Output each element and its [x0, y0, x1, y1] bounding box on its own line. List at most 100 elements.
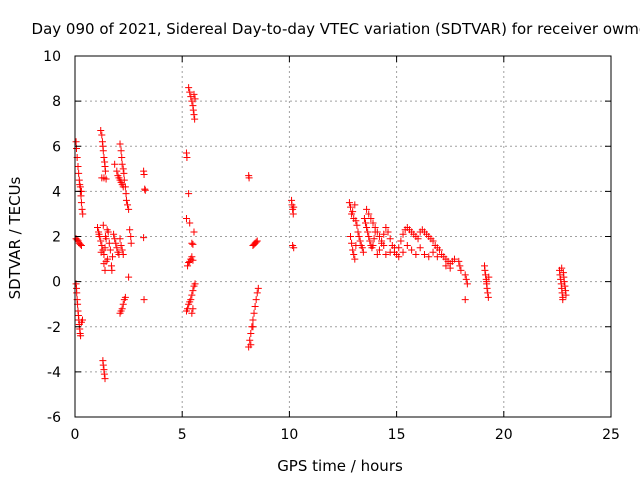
data-point — [363, 205, 371, 213]
data-point — [124, 201, 132, 209]
data-point — [97, 126, 105, 134]
x-tick-label: 0 — [71, 427, 80, 443]
data-point — [76, 240, 84, 248]
data-point — [190, 228, 198, 236]
data-point — [252, 238, 260, 246]
data-point — [462, 275, 470, 283]
data-point — [118, 246, 126, 254]
data-points — [72, 84, 570, 383]
data-point — [350, 251, 358, 259]
data-point — [189, 240, 197, 248]
data-point — [254, 284, 262, 292]
data-point — [189, 287, 197, 295]
data-point — [352, 217, 360, 225]
data-point — [358, 244, 366, 252]
data-point — [141, 186, 149, 194]
data-point — [378, 239, 386, 247]
y-tick-label: 6 — [52, 139, 61, 155]
x-tick-label: 25 — [602, 427, 620, 443]
data-point — [105, 239, 113, 247]
data-point — [117, 147, 125, 155]
data-point — [360, 214, 368, 222]
data-point — [481, 266, 489, 274]
data-point — [109, 253, 117, 261]
data-point — [348, 239, 356, 247]
data-point — [246, 336, 254, 344]
data-point — [247, 341, 255, 349]
data-point — [245, 174, 253, 182]
data-point — [79, 316, 87, 324]
data-point — [446, 264, 454, 272]
data-point — [450, 255, 458, 263]
data-point — [420, 251, 428, 259]
data-point — [99, 221, 107, 229]
data-point — [76, 183, 84, 191]
data-point — [99, 147, 107, 155]
data-point — [187, 296, 195, 304]
data-point — [484, 293, 492, 301]
data-point — [74, 163, 82, 171]
data-point — [351, 255, 359, 263]
data-point — [390, 244, 398, 252]
y-axis-label: SDTVAR / TECUs — [6, 176, 24, 299]
y-tick-label: -2 — [47, 320, 61, 336]
data-point — [185, 190, 193, 198]
data-point — [416, 244, 424, 252]
data-point — [347, 233, 355, 240]
data-point — [373, 251, 381, 259]
data-point — [347, 203, 355, 211]
data-point — [140, 296, 148, 304]
data-point — [78, 205, 86, 213]
data-point — [108, 266, 116, 274]
data-point — [463, 280, 471, 288]
data-point — [382, 223, 390, 231]
data-point — [100, 370, 108, 378]
data-point — [191, 115, 199, 123]
data-point — [190, 90, 198, 98]
data-point — [97, 248, 105, 256]
data-point — [190, 111, 198, 119]
data-point — [189, 106, 197, 114]
data-point — [373, 228, 381, 236]
data-point — [101, 244, 109, 252]
data-point — [249, 316, 257, 324]
data-point — [182, 214, 190, 222]
data-point — [353, 221, 361, 229]
data-point — [362, 219, 370, 227]
data-point — [188, 309, 196, 317]
data-point — [395, 253, 403, 261]
data-point — [375, 233, 383, 240]
data-point — [408, 246, 416, 254]
data-point — [102, 257, 110, 265]
data-point — [95, 230, 103, 238]
data-point — [354, 228, 362, 236]
data-point — [110, 230, 118, 238]
x-axis-label: GPS time / hours — [277, 457, 403, 475]
data-point — [384, 228, 392, 236]
data-point — [140, 170, 148, 178]
data-point — [461, 296, 469, 304]
data-point — [97, 237, 105, 245]
axis-ticks: 0 5 10 15 20 25 -6 -4 -2 0 2 4 6 8 10 — [43, 49, 620, 443]
chart-title: Day 090 of 2021, Sidereal Day-to-day VTE… — [32, 20, 640, 38]
data-point — [561, 282, 569, 290]
data-point — [386, 248, 394, 256]
data-point — [140, 234, 148, 242]
data-point — [414, 235, 422, 243]
data-point — [442, 262, 450, 270]
data-point — [117, 242, 125, 250]
x-tick-label: 10 — [280, 427, 298, 443]
data-point — [72, 138, 80, 146]
data-point — [485, 273, 493, 281]
data-point — [120, 176, 128, 184]
data-point — [380, 230, 388, 238]
data-point — [375, 246, 383, 254]
data-point — [365, 210, 373, 218]
data-point — [425, 253, 433, 261]
data-point — [122, 196, 130, 204]
data-point — [141, 185, 149, 193]
data-point — [403, 242, 411, 250]
data-point — [290, 203, 298, 211]
data-point — [98, 131, 106, 139]
data-point — [120, 169, 128, 177]
